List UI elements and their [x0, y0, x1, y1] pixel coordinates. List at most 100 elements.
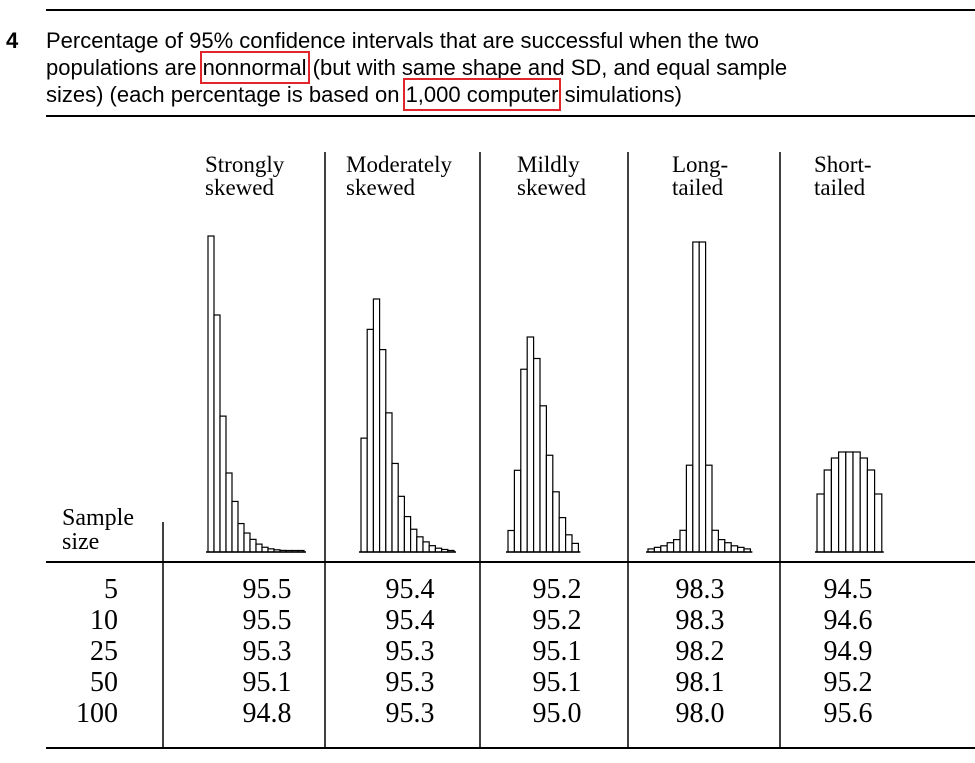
table-top-rule	[46, 9, 975, 11]
percentage-cell: 94.5	[824, 574, 873, 605]
percentage-cell: 95.2	[533, 574, 582, 605]
percentage-cell: 95.3	[243, 636, 292, 667]
percentage-cell: 95.5	[243, 605, 292, 636]
histogram-bar	[552, 491, 560, 553]
histogram-bar	[255, 543, 263, 553]
histogram-bar	[564, 534, 573, 553]
histogram-bar	[379, 349, 387, 553]
histogram-bar	[366, 328, 375, 553]
histogram-bar	[823, 469, 833, 553]
percentage-cell: 95.1	[533, 636, 582, 667]
percentage-cell: 95.3	[386, 698, 435, 729]
percentage-cell: 95.1	[243, 667, 292, 698]
caption-line-3: sizes) (each percentage is based on 1,00…	[46, 78, 682, 111]
sample-size-cell: 25	[90, 636, 118, 667]
histogram-bar	[526, 336, 535, 553]
histogram-bar	[704, 464, 713, 553]
histogram-bar	[666, 542, 675, 553]
percentage-cell: 98.2	[676, 636, 725, 667]
histogram-bar	[243, 532, 251, 553]
percentage-cell: 98.3	[676, 574, 725, 605]
histogram-bar	[507, 529, 516, 553]
highlight-nonnormal: nonnormal	[199, 51, 310, 84]
histogram-bar	[428, 545, 437, 553]
histogram-bar	[852, 451, 861, 553]
caption-text: (but with same shape and SD, and equal s…	[312, 55, 788, 80]
sample-size-cell: 10	[90, 605, 118, 636]
histogram-bar	[403, 515, 412, 553]
histogram-bar	[261, 546, 269, 553]
histogram-bar	[416, 536, 424, 553]
percentage-cell: 95.2	[533, 605, 582, 636]
histogram-bar	[859, 457, 869, 553]
histogram-bar	[513, 469, 522, 553]
histogram-bar	[730, 545, 739, 553]
histogram-bar	[845, 451, 854, 553]
histogram-bar	[372, 298, 381, 553]
caption-line-2: populations are nonnormal (but with same…	[46, 51, 788, 84]
histogram-bar	[866, 469, 876, 553]
histogram-bar	[724, 542, 732, 553]
highlight-computer-simulations: 1,000 computer	[402, 78, 562, 111]
histogram-bar	[249, 538, 257, 553]
histogram-bar	[692, 241, 700, 553]
percentage-cell: 95.4	[386, 574, 435, 605]
caption-line-1: Percentage of 95% confidence intervals t…	[46, 27, 759, 54]
column-header-label: skewed	[346, 175, 415, 200]
histogram-bar	[545, 454, 554, 553]
percentage-cell: 95.3	[386, 667, 435, 698]
caption-bottom-rule	[46, 115, 975, 117]
histogram-bar	[660, 545, 668, 553]
histogram-bar	[698, 241, 707, 553]
histogram-bar	[679, 529, 688, 553]
sample-size-cell: 5	[104, 574, 118, 605]
percentage-cell: 94.8	[243, 698, 292, 729]
histogram-bar	[672, 538, 681, 553]
row-header-label: size	[62, 529, 99, 555]
caption-text: Percentage of 95% confidence intervals t…	[46, 28, 759, 53]
percentage-cell: 95.5	[243, 574, 292, 605]
histogram-bar	[225, 472, 233, 553]
histogram-bar	[410, 528, 418, 553]
caption-text: sizes) (each percentage is based on	[46, 82, 400, 107]
percentage-cell: 95.2	[824, 667, 873, 698]
histogram-bar	[837, 451, 847, 553]
histogram-bar	[539, 405, 548, 553]
histogram-bar	[397, 495, 406, 553]
histogram-bar	[207, 235, 215, 553]
sample-size-cell: 50	[90, 667, 118, 698]
histogram-bar	[231, 500, 239, 553]
histogram-bar	[360, 437, 368, 553]
histogram-bar	[558, 516, 567, 553]
sample-size-cell: 100	[76, 698, 118, 729]
percentage-cell: 98.1	[676, 667, 725, 698]
column-header-label: tailed	[814, 175, 866, 200]
column-header-label: Moderately	[346, 152, 453, 177]
column-header-label: Strongly	[205, 152, 285, 177]
percentage-cell: 95.4	[386, 605, 435, 636]
percentage-cell: 98.0	[676, 698, 725, 729]
caption-text: populations are	[46, 55, 197, 80]
percentage-cell: 94.9	[824, 636, 873, 667]
histogram-bar	[571, 542, 580, 553]
histogram-bar	[830, 457, 840, 553]
histogram-bar	[237, 522, 245, 553]
histogram-bar	[873, 493, 883, 553]
histogram-bar	[422, 541, 430, 553]
histogram-bar	[213, 314, 221, 553]
column-header-label: skewed	[517, 175, 586, 200]
histogram-bar	[816, 493, 825, 553]
row-header-label: Sample	[62, 505, 134, 531]
percentage-cell: 94.6	[824, 605, 873, 636]
column-header-label: Mildly	[517, 152, 580, 177]
column-header-label: skewed	[205, 175, 274, 200]
histogram-bar	[532, 357, 541, 553]
percentage-cell: 95.1	[533, 667, 582, 698]
percentage-cell: 95.6	[824, 698, 873, 729]
histogram-bar	[717, 538, 726, 553]
table-number: 4	[6, 28, 19, 53]
histogram-bar	[711, 529, 720, 553]
percentage-cell: 95.0	[533, 698, 582, 729]
percentage-cell: 95.3	[386, 636, 435, 667]
